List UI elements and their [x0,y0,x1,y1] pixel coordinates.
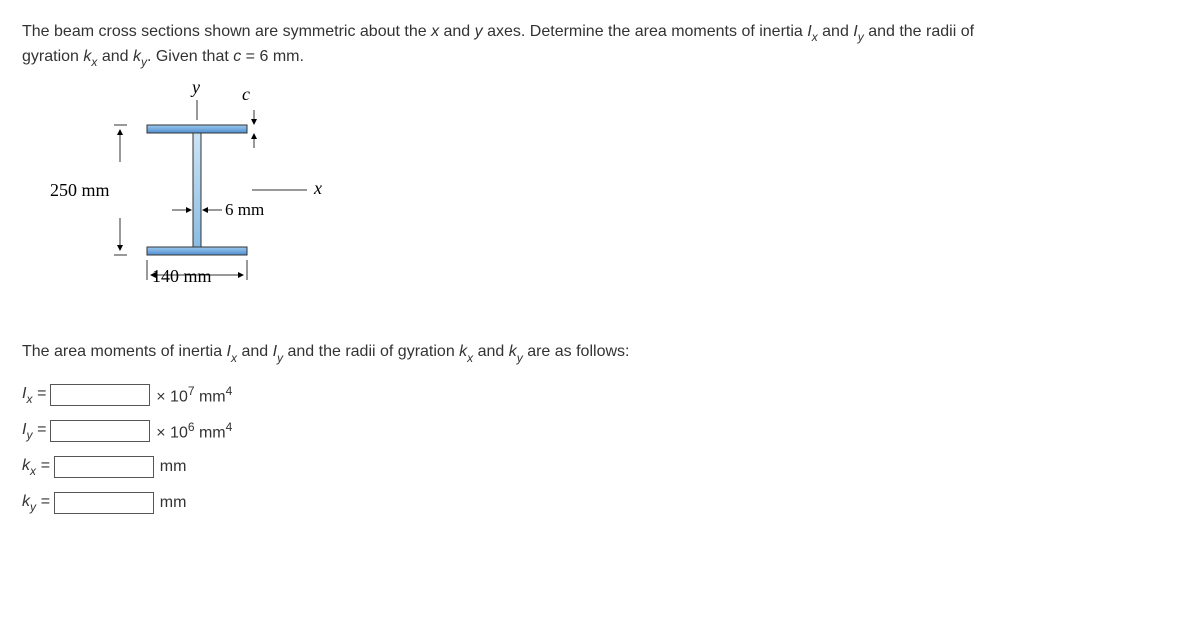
text: and [818,23,854,40]
label-ix: Ix = [22,385,46,405]
label-kx: kx = [22,457,50,477]
var-y: y [475,23,483,40]
kx-input[interactable] [54,456,154,478]
text: and [439,23,475,40]
problem-statement: The beam cross sections shown are symmet… [22,20,1157,70]
unit-iy: × 106 mm4 [156,420,232,442]
iy-input[interactable] [50,420,150,442]
text: and the radii of [864,23,974,40]
answer-row-iy: Iy = × 106 mm4 [22,420,1157,442]
text: axes. Determine the area moments of iner… [483,23,808,40]
text: The area moments of inertia [22,343,227,360]
sub-y: y [517,351,523,365]
unit-kx: mm [160,458,187,476]
text: and [97,48,133,65]
var-k: k [133,48,141,65]
web-width-label: 6 mm [225,200,264,220]
var-k: k [459,343,467,360]
flange-width-label: 140 mm [152,266,212,287]
var-x: x [431,23,439,40]
unit-ix: × 107 mm4 [156,384,232,406]
height-label: 250 mm [50,180,110,201]
c-label: c [242,84,250,105]
sub-x: x [91,55,97,69]
answer-row-ky: ky = mm [22,492,1157,514]
text: and [237,343,273,360]
answers-intro: The area moments of inertia Ix and Iy an… [22,340,1157,365]
text: and [473,343,509,360]
text: . Given that [147,48,233,65]
var-k: k [509,343,517,360]
answer-row-kx: kx = mm [22,456,1157,478]
sub-x: x [812,30,818,44]
unit-ky: mm [160,494,187,512]
text: and the radii of gyration [283,343,459,360]
sub-y: y [858,30,864,44]
ix-input[interactable] [50,384,150,406]
label-ky: ky = [22,493,50,513]
sub-x: x [467,351,473,365]
sub-y: y [277,351,283,365]
text: are as follows: [523,343,630,360]
figure: y c x 250 mm 6 mm 140 mm [42,80,342,320]
answer-row-ix: Ix = × 107 mm4 [22,384,1157,406]
x-axis-label: x [314,178,322,199]
y-axis-label: y [192,77,200,98]
text: = 6 mm. [241,48,304,65]
sub-x: x [231,351,237,365]
text: gyration [22,48,83,65]
ky-input[interactable] [54,492,154,514]
sub-y: y [141,55,147,69]
text: The beam cross sections shown are symmet… [22,23,431,40]
label-iy: Iy = [22,421,46,441]
